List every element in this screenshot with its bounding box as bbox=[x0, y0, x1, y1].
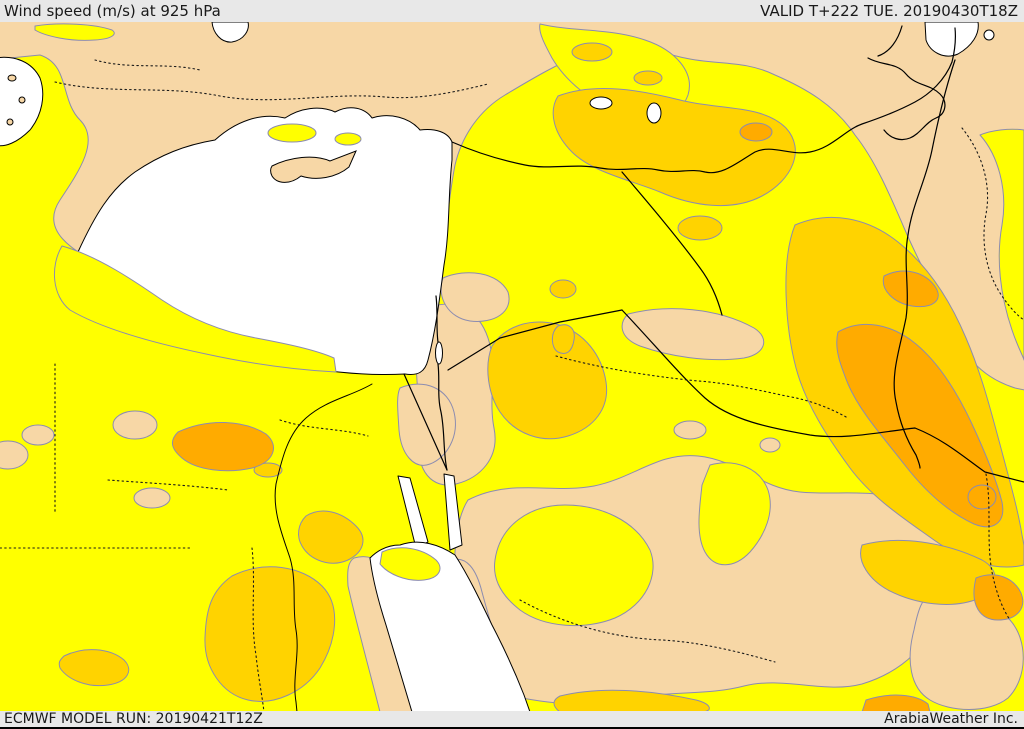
calm-islet-egypt-1 bbox=[112, 410, 158, 440]
wind-band-yellow-over-red-sea bbox=[379, 547, 441, 581]
wind-band-gold-jordan bbox=[487, 321, 608, 440]
calm-islet-egypt-2 bbox=[21, 424, 55, 446]
wind-band-yellow-inside-arabia-1 bbox=[493, 504, 654, 626]
border-egypt-israel bbox=[403, 373, 448, 471]
calm-islet-east-1 bbox=[673, 420, 707, 440]
wind-band-yellow-top-strip bbox=[34, 23, 115, 41]
wind-band-gold-spot-1 bbox=[677, 215, 723, 241]
wind-band-yellow-coast-patch-1 bbox=[267, 123, 317, 143]
wind-band-gold-anatolia-2 bbox=[633, 70, 663, 86]
map-title: Wind speed (m/s) at 925 hPa bbox=[4, 2, 221, 20]
footer-bar: ECMWF MODEL RUN: 20190421T12Z ArabiaWeat… bbox=[0, 711, 1024, 727]
wind-band-gold-nile-east bbox=[298, 510, 364, 564]
dotted-line-egypt-interior bbox=[107, 479, 229, 491]
wind-band-orange-spot-2 bbox=[973, 574, 1024, 621]
calm-area-north-arabia-band bbox=[621, 308, 765, 361]
wind-band-gold-spot-2 bbox=[549, 279, 577, 299]
wind-band-orange-zagros-north bbox=[882, 270, 939, 308]
border-jordan-north bbox=[447, 309, 623, 371]
wind-band-gold-anatolia-1 bbox=[571, 42, 613, 62]
wind-band-orange-bottom bbox=[861, 694, 931, 712]
wind-band-gold-small-levant bbox=[551, 324, 575, 354]
dead-sea-lake bbox=[435, 341, 443, 365]
lake-urmia bbox=[646, 102, 662, 124]
calm-islet-west-edge bbox=[0, 440, 29, 470]
border-caucasus bbox=[867, 25, 946, 141]
border-turkey-south bbox=[451, 27, 956, 174]
border-iran-iraq bbox=[893, 59, 956, 469]
nile-river bbox=[274, 383, 373, 712]
dotted-line-north-arabia bbox=[555, 355, 849, 419]
caspian-islet bbox=[983, 29, 995, 41]
wind-band-orange-qattara bbox=[172, 422, 275, 472]
red-sea bbox=[369, 541, 531, 712]
dotted-line-anatolia-2 bbox=[94, 59, 201, 71]
calm-area-syria bbox=[440, 272, 510, 322]
aegean-islet-2 bbox=[18, 96, 26, 104]
wind-band-yellow-coast-patch-2 bbox=[334, 132, 362, 146]
border-iraq-saudi bbox=[621, 309, 1024, 483]
aegean-islet-1 bbox=[7, 74, 17, 82]
wind-band-gold-bottom-center bbox=[553, 689, 710, 712]
cyprus-island bbox=[270, 150, 357, 183]
lake-van bbox=[589, 96, 613, 110]
dotted-line-sudan-south bbox=[251, 547, 265, 712]
bottom-border-line bbox=[0, 727, 1024, 729]
aegean-islet-3 bbox=[6, 118, 14, 126]
dotted-line-anatolia bbox=[54, 81, 489, 101]
caspian-sea-notch bbox=[924, 22, 979, 57]
wind-band-orange-spot-1 bbox=[967, 484, 997, 510]
model-run-label: ECMWF MODEL RUN: 20190421T12Z bbox=[4, 711, 263, 727]
valid-time-label: VALID T+222 TUE. 20190430T18Z bbox=[760, 2, 1018, 20]
gulf-of-suez bbox=[397, 475, 429, 549]
dotted-line-central-arabia bbox=[519, 599, 776, 663]
calm-islet-egypt-3 bbox=[133, 487, 171, 509]
black-sea-notch bbox=[211, 22, 249, 43]
title-bar: Wind speed (m/s) at 925 hPa VALID T+222 … bbox=[0, 0, 1024, 22]
dotted-line-egypt-delta bbox=[279, 419, 369, 437]
wind-band-orange-anatolia bbox=[739, 122, 773, 142]
wind-band-yellow-inside-arabia-2 bbox=[698, 462, 771, 566]
dotted-line-iran-northwest bbox=[961, 127, 1024, 321]
dotted-line-gulf-region bbox=[985, 473, 1011, 621]
gulf-of-aqaba bbox=[443, 473, 463, 551]
brand-label: ArabiaWeather Inc. bbox=[884, 711, 1018, 727]
wind-band-orange-zagros-main bbox=[836, 323, 1004, 528]
wind-band-gold-bottom-left bbox=[58, 649, 130, 687]
border-jordan-river bbox=[435, 295, 448, 471]
wind-band-yellow-over-med bbox=[53, 245, 337, 373]
wind-band-gold-spot-3 bbox=[253, 462, 283, 478]
wind-band-gold-mesopotamia bbox=[552, 88, 796, 206]
border-syria-iraq bbox=[621, 171, 723, 316]
calm-islet-east-2 bbox=[759, 437, 781, 453]
wind-band-yellow-east-edge bbox=[979, 128, 1024, 361]
